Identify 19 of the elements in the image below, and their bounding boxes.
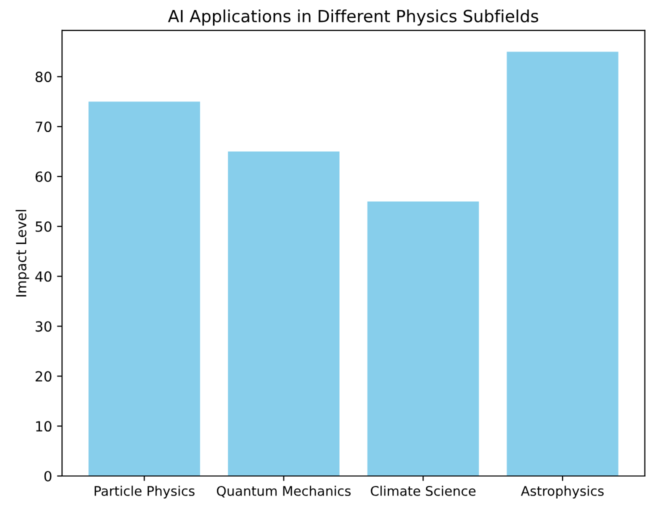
y-tick-label: 0: [44, 470, 52, 482]
bar: [506, 52, 618, 476]
y-tick-label: 10: [36, 421, 52, 432]
x-tick-label: Climate Science: [370, 486, 476, 496]
bar: [228, 152, 340, 476]
bar: [367, 201, 479, 476]
chart-title: AI Applications in Different Physics Subfields: [168, 9, 538, 26]
y-tick-label: 20: [36, 371, 52, 382]
bar: [88, 102, 200, 476]
y-tick-label: 70: [36, 122, 52, 132]
x-tick-label: Quantum Mechanics: [216, 486, 351, 498]
y-tick-label: 50: [36, 221, 52, 232]
y-tick-label: 80: [36, 72, 52, 82]
x-tick-label: Particle Physics: [94, 486, 195, 498]
y-tick-label: 60: [36, 171, 52, 182]
y-tick-label: 30: [36, 321, 52, 332]
x-tick-label: Astrophysics: [520, 486, 604, 498]
y-axis-title: Impact Level: [16, 210, 30, 296]
y-tick-label: 40: [35, 271, 52, 282]
